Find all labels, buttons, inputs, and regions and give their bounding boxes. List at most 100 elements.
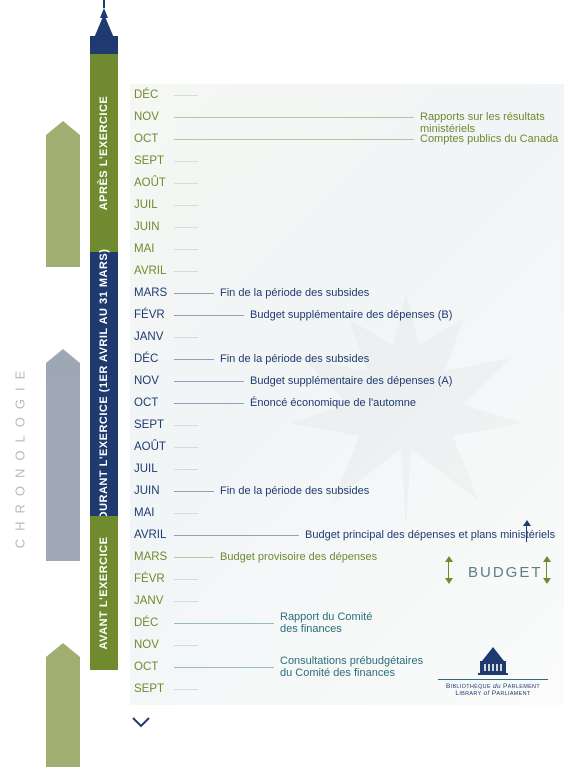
timeline-row: OCT Comptes publics du Canada <box>130 128 564 150</box>
month-label: DÉC <box>134 348 174 370</box>
timeline: DÉCNOVRapports sur les résultats ministé… <box>130 84 564 705</box>
timeline-row: AVRIL <box>130 260 564 282</box>
row-leader-line <box>174 183 198 184</box>
month-label: OCT <box>134 392 174 414</box>
timeline-row: DÉC Rapport du Comitédes finances <box>130 612 564 634</box>
axis-column: APRÈS L'EXERCICE DURANT L'EXERCICE (1ER A… <box>90 0 118 674</box>
budget-bracket-right <box>546 562 547 578</box>
budget-bracket-left <box>448 562 449 578</box>
timeline-event: Budget principal des dépenses et plans m… <box>305 529 555 541</box>
axis-segment-apres: APRÈS L'EXERCICE <box>90 54 118 252</box>
month-label: JUIN <box>134 480 174 502</box>
month-label: MARS <box>134 282 174 304</box>
row-leader-line <box>174 491 214 492</box>
budget-bracket-upper <box>526 526 527 542</box>
timeline-row: DÉC <box>130 84 564 106</box>
row-leader-line <box>174 249 198 250</box>
timeline-row: JUIN Fin de la période des subsides <box>130 480 564 502</box>
budget-label: BUDGET <box>468 564 543 581</box>
row-leader-line <box>174 579 198 580</box>
row-leader-line <box>174 381 244 382</box>
row-leader-line <box>174 557 214 558</box>
axis-segment-avant: AVANT L'EXERCICE <box>90 516 118 670</box>
arrow-head-icon <box>46 643 80 657</box>
timeline-row: FÉVR Budget supplémentaire des dépenses (… <box>130 304 564 326</box>
axis-segment-durant: DURANT L'EXERCICE (1ER AVRIL AU 31 MARS) <box>90 252 118 516</box>
chevron-down-icon <box>132 716 150 734</box>
timeline-event: Comptes publics du Canada <box>420 133 558 145</box>
row-leader-line <box>174 689 198 690</box>
row-leader-line <box>174 337 198 338</box>
budget-arrow-down-icon <box>445 578 453 584</box>
row-leader-line <box>174 535 299 536</box>
row-leader-line <box>174 667 274 668</box>
timeline-row: JANV <box>130 326 564 348</box>
month-label: FÉVR <box>134 568 174 590</box>
month-label: OCT <box>134 128 174 150</box>
month-label: SEPT <box>134 414 174 436</box>
month-label: NOV <box>134 106 174 128</box>
left-column: CHRONOLOGIE APRÈS L'EXERCICE DURANT L'EXE… <box>0 0 130 745</box>
timeline-row: NOV Budget supplémentaire des dépenses (A… <box>130 370 564 392</box>
timeline-event: Énoncé économique de l'automne <box>250 397 416 409</box>
timeline-row: MARS Fin de la période des subsides <box>130 282 564 304</box>
row-leader-line <box>174 623 274 624</box>
month-label: DÉC <box>134 612 174 634</box>
month-label: JUIN <box>134 216 174 238</box>
timeline-row: AOÛT <box>130 436 564 458</box>
timeline-event: Budget supplémentaire des dépenses (B) <box>250 309 452 321</box>
timeline-row: SEPT <box>130 414 564 436</box>
row-leader-line <box>174 425 198 426</box>
timeline-event: Consultations prébudgétairesdu Comité de… <box>280 655 423 679</box>
month-label: SEPT <box>134 150 174 172</box>
row-leader-line <box>174 315 244 316</box>
timeline-event: Fin de la période des subsides <box>220 485 369 497</box>
month-label: FÉVR <box>134 304 174 326</box>
timeline-row: OCT Énoncé économique de l'automne <box>130 392 564 414</box>
row-leader-line <box>174 469 198 470</box>
arrow-head-icon <box>46 349 80 363</box>
timeline-row: MAI <box>130 502 564 524</box>
month-label: JUIL <box>134 458 174 480</box>
month-label: NOV <box>134 370 174 392</box>
arrow-segment-apres <box>46 135 80 267</box>
chronologie-label: CHRONOLOGIE <box>13 362 28 548</box>
row-leader-line <box>174 293 214 294</box>
month-label: SEPT <box>134 678 174 700</box>
month-label: AVRIL <box>134 524 174 546</box>
arrow-segment-durant <box>46 363 80 561</box>
timeline-row: JANV <box>130 590 564 612</box>
month-label: MARS <box>134 546 174 568</box>
chronologie-label-wrap: CHRONOLOGIE <box>10 280 30 630</box>
row-leader-line <box>174 117 414 118</box>
row-leader-line <box>174 161 198 162</box>
row-leader-line <box>174 601 198 602</box>
month-label: JANV <box>134 590 174 612</box>
timeline-row: NOVRapports sur les résultats ministérie… <box>130 106 564 128</box>
budget-arrow-down-icon <box>543 578 551 584</box>
arrow-head-icon <box>46 121 80 135</box>
timeline-event: Budget provisoire des dépenses <box>220 551 377 563</box>
timeline-row: DÉC Fin de la période des subsides <box>130 348 564 370</box>
row-leader-line <box>174 359 214 360</box>
month-label: DÉC <box>134 84 174 106</box>
month-label: JUIL <box>134 194 174 216</box>
timeline-event: Budget supplémentaire des dépenses (A) <box>250 375 452 387</box>
timeline-event: Fin de la période des subsides <box>220 353 369 365</box>
timeline-row: AVRIL Budget principal des dépenses et pl… <box>130 524 564 546</box>
row-leader-line <box>174 403 244 404</box>
axis-segment-label: AVANT L'EXERCICE <box>98 537 110 650</box>
row-leader-line <box>174 447 198 448</box>
timeline-row: MAI <box>130 238 564 260</box>
row-leader-line <box>174 205 198 206</box>
axis-segment-label: APRÈS L'EXERCICE <box>98 96 110 211</box>
month-label: MAI <box>134 238 174 260</box>
row-leader-line <box>174 95 198 96</box>
row-leader-line <box>174 271 198 272</box>
timeline-row: JUIN <box>130 216 564 238</box>
timeline-event: Fin de la période des subsides <box>220 287 369 299</box>
month-label: NOV <box>134 634 174 656</box>
axis-tower-icon <box>90 0 118 54</box>
library-logo: BIBLIOTHÈQUE du PARLEMENT LIBRARY of PAR… <box>438 647 548 697</box>
timeline-event: Rapport du Comitédes finances <box>280 611 372 635</box>
